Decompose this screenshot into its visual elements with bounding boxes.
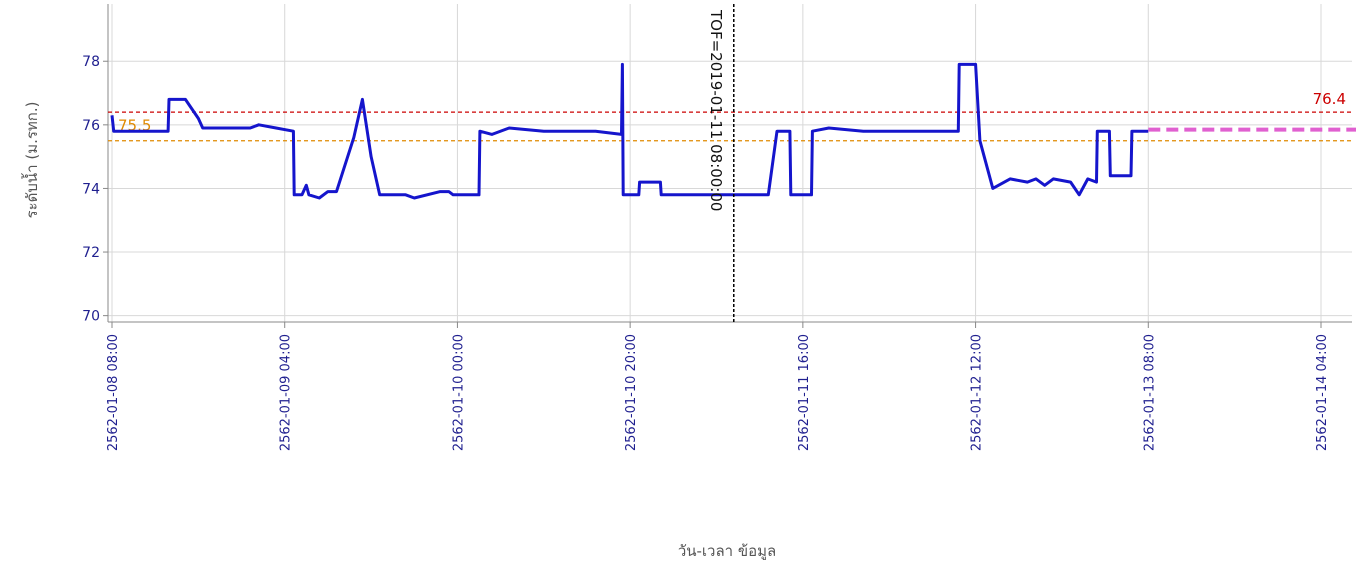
y-axis-ticks: 70 72 74 76 78 bbox=[82, 54, 108, 325]
series-group bbox=[110, 62, 1356, 200]
x-tick-label: 2562-01-09 04:00 bbox=[279, 334, 294, 451]
x-axis-title: วัน-เวลา ข้อมูล bbox=[678, 542, 776, 560]
x-tick-label: 2562-01-14 04:00 bbox=[1315, 334, 1330, 451]
y-axis-title: ระดับน้ำ (ม.รทก.) bbox=[21, 102, 41, 219]
tof-marker: TOF=2019-01-11 08:00:00 bbox=[707, 4, 735, 322]
x-tick-label: 2562-01-12 12:00 bbox=[970, 334, 985, 451]
y-tick-label: 78 bbox=[82, 54, 100, 70]
x-tick-label: 2562-01-11 16:00 bbox=[797, 334, 812, 451]
x-tick-label: 2562-01-10 20:00 bbox=[624, 334, 639, 451]
x-tick-label: 2562-01-08 08:00 bbox=[106, 334, 121, 451]
reference-line-label: 76.4 bbox=[1313, 90, 1346, 108]
y-tick-label: 76 bbox=[82, 118, 100, 134]
x-axis-ticks: 2562-01-08 08:00 2562-01-09 04:00 2562-01-… bbox=[106, 322, 1330, 451]
tof-marker-label: TOF=2019-01-11 08:00:00 bbox=[707, 9, 725, 211]
grid bbox=[108, 4, 1352, 322]
y-tick-label: 74 bbox=[82, 181, 100, 197]
axes bbox=[107, 4, 1352, 323]
x-tick-label: 2562-01-10 00:00 bbox=[451, 334, 466, 451]
y-tick-label: 72 bbox=[82, 245, 100, 261]
x-tick-label: 2562-01-13 08:00 bbox=[1142, 334, 1157, 451]
y-tick-label: 70 bbox=[82, 309, 100, 325]
observed-series-line bbox=[110, 62, 1149, 200]
